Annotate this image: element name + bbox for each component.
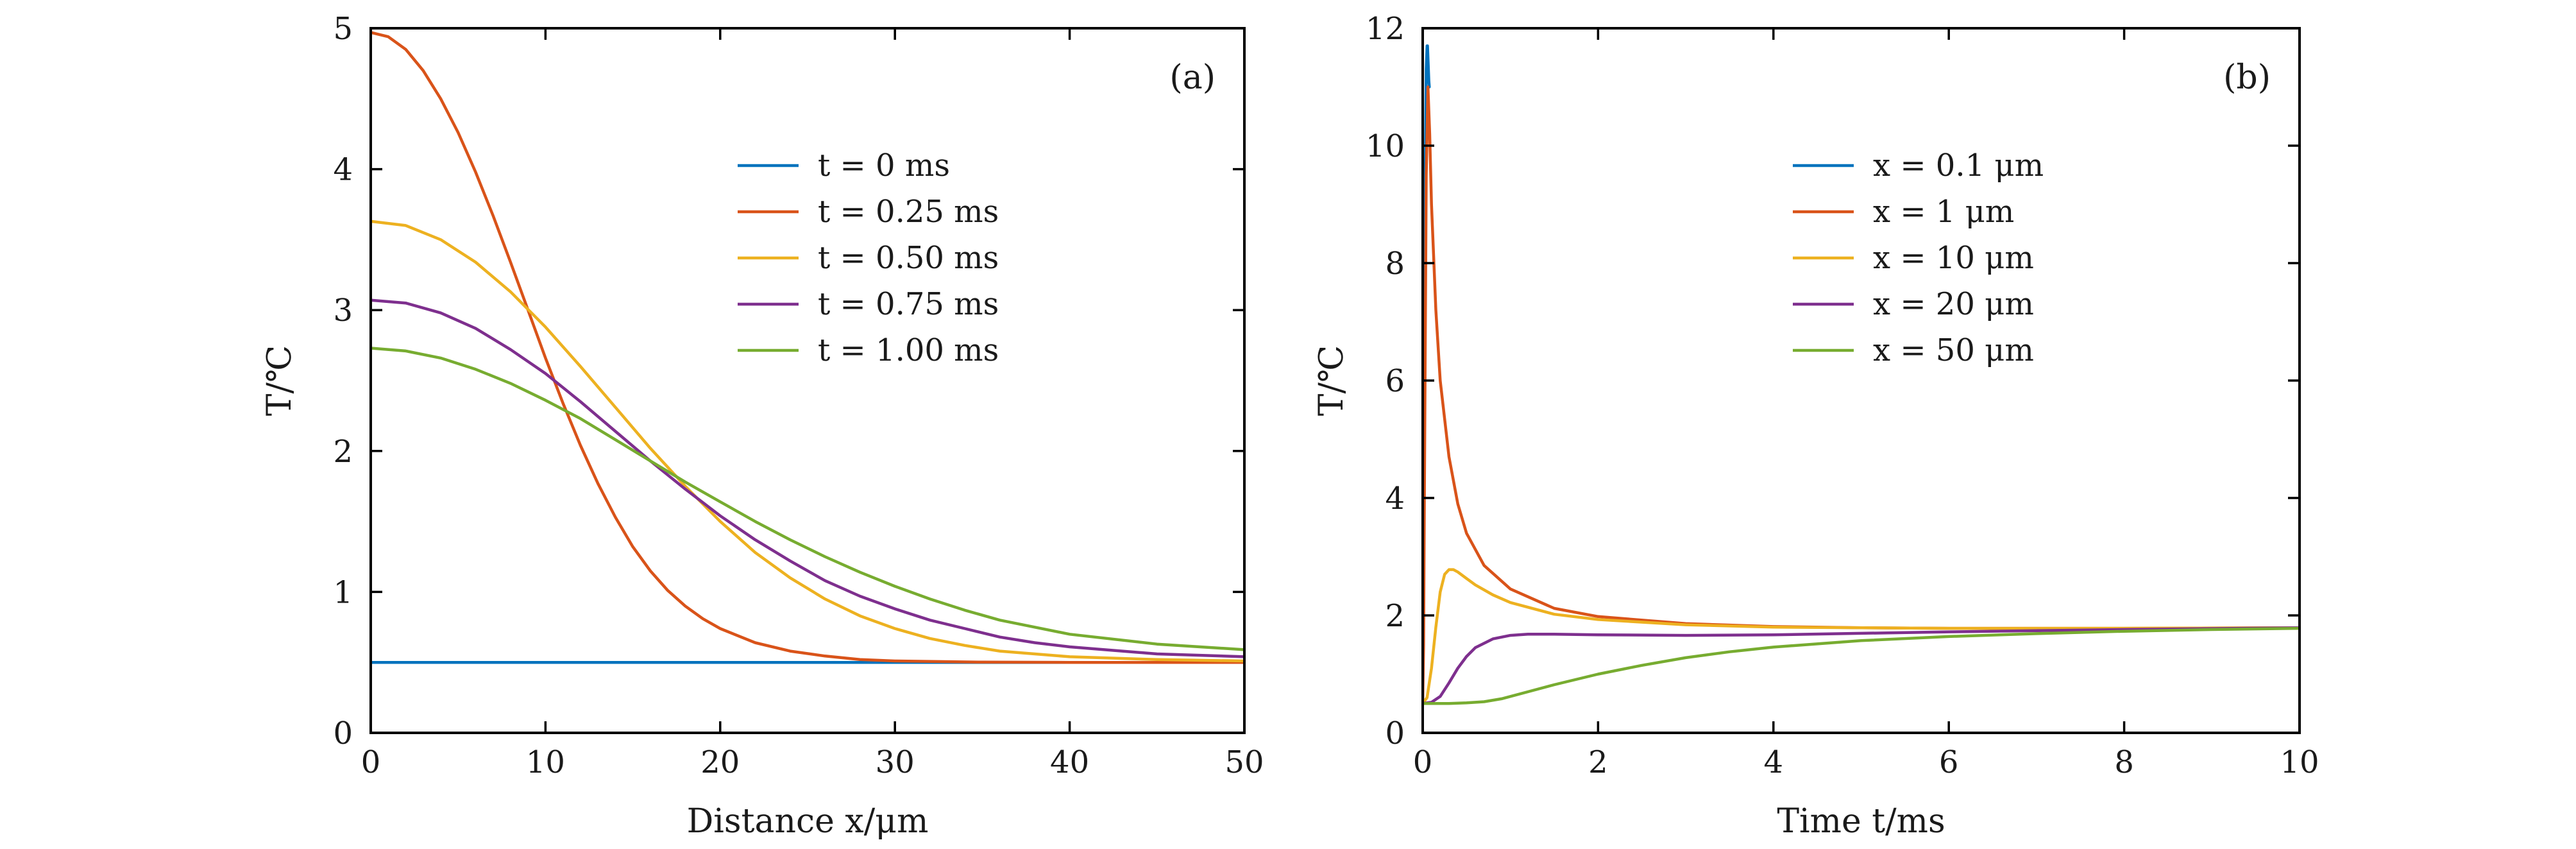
x-tick-label-b-2: 4 xyxy=(1764,744,1784,780)
x-tick-label-a-4: 40 xyxy=(1050,744,1089,780)
panel-label-a: (a) xyxy=(1169,58,1216,97)
y-tick-label-a-1: 1 xyxy=(333,574,353,610)
y-tick-label-b-2: 4 xyxy=(1385,481,1405,517)
y-tick-label-b-5: 10 xyxy=(1366,128,1405,164)
legend-label-b-4: x = 50 μm xyxy=(1873,332,2034,368)
series-line-b-3 xyxy=(1423,626,2300,705)
legend-label-b-3: x = 20 μm xyxy=(1873,286,2034,322)
y-tick-label-b-4: 8 xyxy=(1385,246,1405,282)
y-tick-label-a-2: 2 xyxy=(333,434,353,470)
legend-label-b-2: x = 10 μm xyxy=(1873,240,2034,276)
x-tick-label-b-0: 0 xyxy=(1413,744,1433,780)
legend-label-a-2: t = 0.50 ms xyxy=(818,240,999,276)
y-tick-label-b-6: 12 xyxy=(1366,11,1405,47)
panel-a-chart: 0 10 20 30 40 50 0 1 2 3 4 5 Distance x/μm T/℃ (a) t = … xyxy=(260,11,1264,841)
legend-label-a-1: t = 0.25 ms xyxy=(818,194,999,230)
legend-label-a-3: t = 0.75 ms xyxy=(818,286,999,322)
y-axis-label-a: T/℃ xyxy=(260,345,299,416)
x-tick-label-a-1: 10 xyxy=(526,744,565,780)
plot-frame-a xyxy=(369,27,1246,734)
legend-label-a-0: t = 0 ms xyxy=(818,148,950,184)
x-tick-label-a-2: 20 xyxy=(700,744,740,780)
series-line-a-3 xyxy=(371,298,1244,658)
series-line-a-4 xyxy=(371,347,1244,651)
series-line-a-1 xyxy=(371,31,1244,664)
series-line-b-4 xyxy=(1423,626,2300,705)
y-tick-label-b-1: 2 xyxy=(1385,598,1405,634)
panel-b-chart: 0 2 4 6 8 10 0 2 4 6 8 10 12 Time t/ms T/℃ (b) x = 0.1 μ… xyxy=(1312,11,2319,841)
legend-label-b-1: x = 1 μm xyxy=(1873,194,2014,230)
legend-label-a-4: t = 1.00 ms xyxy=(818,332,999,368)
panel-label-b: (b) xyxy=(2223,58,2271,97)
legend-a: t = 0 ms t = 0.25 ms t = 0.50 ms t = 0.75 m… xyxy=(738,148,999,368)
legend-b: x = 0.1 μm x = 1 μm x = 10 μm x = 20 μm x = … xyxy=(1793,148,2044,368)
x-axis-label-a: Distance x/μm xyxy=(687,802,929,841)
x-tick-label-a-0: 0 xyxy=(361,744,381,780)
x-tick-label-b-5: 10 xyxy=(2280,744,2319,780)
y-tick-label-a-3: 3 xyxy=(333,293,353,329)
y-axis-label-b: T/℃ xyxy=(1312,345,1351,416)
series-line-b-1 xyxy=(1423,85,2300,705)
y-tick-label-a-5: 5 xyxy=(333,11,353,47)
y-tick-label-b-0: 0 xyxy=(1385,716,1405,751)
y-tick-label-a-4: 4 xyxy=(333,152,353,188)
x-tick-label-a-5: 50 xyxy=(1224,744,1264,780)
series-line-b-2 xyxy=(1423,568,2300,705)
series-line-a-2 xyxy=(371,219,1244,663)
x-tick-label-a-3: 30 xyxy=(876,744,915,780)
x-axis-label-b: Time t/ms xyxy=(1777,802,1945,841)
legend-label-b-0: x = 0.1 μm xyxy=(1873,148,2044,184)
y-tick-label-b-3: 6 xyxy=(1385,363,1405,399)
x-tick-label-b-1: 2 xyxy=(1588,744,1608,780)
x-tick-label-b-4: 8 xyxy=(2114,744,2134,780)
x-tick-label-b-3: 6 xyxy=(1939,744,1959,780)
y-tick-label-a-0: 0 xyxy=(333,716,353,751)
